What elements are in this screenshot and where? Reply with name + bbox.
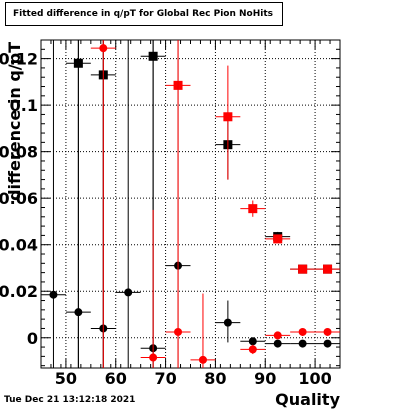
data-point-circle — [323, 327, 332, 336]
y-tick-label: 0.08 — [0, 143, 38, 162]
y-tick-label: 0 — [27, 329, 38, 348]
data-point-square — [323, 264, 333, 274]
x-tick-label: 80 — [204, 369, 226, 388]
data-point-circle — [298, 327, 307, 336]
y-axis-title: difference in q/pT — [5, 42, 24, 201]
data-point-square — [223, 112, 233, 122]
data-point-circle — [174, 327, 183, 336]
data-point-circle — [149, 353, 158, 362]
tick-labels: 50 60 70 80 90 100 0 0.02 0.04 0.06 0.08 0.1 0.12 — [0, 50, 332, 388]
chart-title: Fitted difference in q/pT for Global Rec… — [5, 2, 283, 26]
data-point-square — [298, 264, 308, 274]
data-point-circle — [248, 345, 257, 354]
x-tick-label: 70 — [154, 369, 176, 388]
x-tick-label: 90 — [254, 369, 276, 388]
data-point-square — [248, 204, 258, 214]
y-tick-label: 0.06 — [0, 189, 38, 208]
data-point-circle — [273, 331, 282, 340]
data-point-circle — [74, 308, 83, 317]
series-2 — [41, 40, 340, 368]
timestamp: Tue Dec 21 13:12:18 2021 — [4, 395, 136, 405]
data-point-square — [273, 234, 283, 244]
x-tick-label: 50 — [55, 369, 77, 388]
data-point-circle — [124, 288, 133, 297]
data-point-circle — [198, 355, 207, 364]
y-tick-label: 0.02 — [0, 282, 38, 301]
series-1 — [165, 40, 340, 368]
series-3 — [90, 40, 340, 368]
x-tick-label: 60 — [105, 369, 127, 388]
plot-frame — [40, 39, 341, 369]
axis-ticks — [40, 39, 341, 368]
y-tick-label: 0.1 — [10, 96, 38, 115]
data-point-circle — [298, 339, 307, 348]
data-point-circle — [49, 290, 58, 299]
data-point-circle — [248, 337, 257, 346]
grid-lines — [41, 40, 340, 368]
y-tick-label: 0.04 — [0, 236, 38, 255]
y-tick-label: 0.12 — [0, 50, 38, 69]
data-point-circle — [223, 318, 232, 327]
data-point-circle — [99, 44, 108, 53]
data-point-circle — [273, 339, 282, 348]
data-marks — [41, 40, 340, 368]
x-axis-title: Quality — [275, 390, 340, 409]
x-tick-label: 100 — [298, 369, 331, 388]
data-point-circle — [323, 339, 332, 348]
